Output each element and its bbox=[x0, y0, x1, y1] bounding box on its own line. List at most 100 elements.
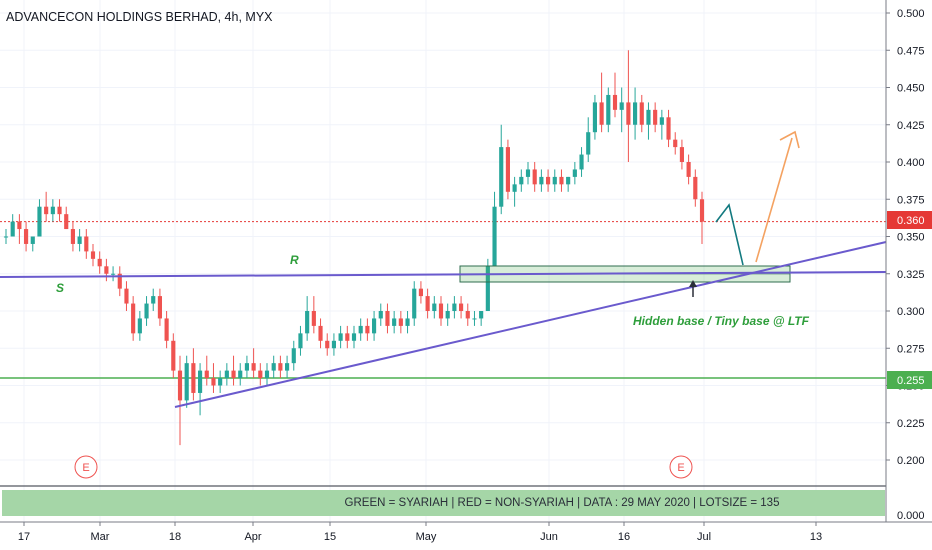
candles[interactable] bbox=[3, 50, 705, 446]
candle-body[interactable] bbox=[218, 378, 223, 386]
candle-body[interactable] bbox=[566, 176, 571, 185]
candle-body[interactable] bbox=[699, 199, 705, 222]
candle-body[interactable] bbox=[499, 147, 504, 207]
candle-body[interactable] bbox=[626, 102, 631, 125]
ascending-trendline[interactable] bbox=[174, 241, 887, 408]
candle-body[interactable] bbox=[552, 176, 557, 185]
candle-body[interactable] bbox=[512, 184, 517, 192]
support-resistance-trendline[interactable] bbox=[0, 271, 887, 278]
candle-body[interactable] bbox=[525, 169, 531, 177]
candle-body[interactable] bbox=[606, 94, 611, 125]
candle-body[interactable] bbox=[291, 348, 296, 364]
candle-body[interactable] bbox=[653, 109, 658, 125]
candle-body[interactable] bbox=[378, 311, 383, 319]
candle-body[interactable] bbox=[285, 363, 290, 371]
candle-body[interactable] bbox=[264, 370, 270, 379]
candle-body[interactable] bbox=[358, 325, 363, 334]
candle-body[interactable] bbox=[331, 340, 336, 349]
candle-body[interactable] bbox=[238, 370, 243, 379]
candle-body[interactable] bbox=[365, 325, 370, 334]
candle-body[interactable] bbox=[57, 206, 62, 215]
candle-body[interactable] bbox=[164, 318, 169, 341]
candle-body[interactable] bbox=[325, 340, 330, 349]
candle-body[interactable] bbox=[305, 311, 310, 334]
candle-body[interactable] bbox=[445, 311, 450, 319]
candle-body[interactable] bbox=[666, 117, 671, 140]
candle-body[interactable] bbox=[459, 303, 464, 311]
candle-body[interactable] bbox=[111, 273, 116, 275]
candle-body[interactable] bbox=[244, 363, 249, 371]
candle-body[interactable] bbox=[211, 378, 216, 386]
candle-body[interactable] bbox=[198, 370, 203, 393]
candle-body[interactable] bbox=[485, 266, 490, 311]
candle-body[interactable] bbox=[452, 303, 457, 311]
candle-body[interactable] bbox=[17, 221, 22, 230]
candle-body[interactable] bbox=[144, 303, 149, 319]
candle-body[interactable] bbox=[117, 273, 122, 289]
candle-body[interactable] bbox=[345, 333, 350, 341]
candle-body[interactable] bbox=[84, 236, 89, 252]
candle-body[interactable] bbox=[204, 370, 209, 379]
candle-body[interactable] bbox=[646, 109, 651, 125]
candle-body[interactable] bbox=[184, 363, 189, 401]
candle-body[interactable] bbox=[10, 221, 15, 237]
candle-body[interactable] bbox=[124, 288, 129, 304]
candle-body[interactable] bbox=[157, 296, 162, 319]
candle-body[interactable] bbox=[70, 229, 75, 244]
event-marker-circle-1[interactable] bbox=[74, 455, 98, 479]
candle-body[interactable] bbox=[432, 303, 437, 311]
candle-body[interactable] bbox=[97, 258, 102, 267]
candle-body[interactable] bbox=[539, 176, 544, 185]
candle-body[interactable] bbox=[77, 236, 82, 244]
candle-body[interactable] bbox=[693, 176, 698, 200]
candle-body[interactable] bbox=[492, 206, 497, 267]
candle-body[interactable] bbox=[465, 311, 470, 319]
candle-body[interactable] bbox=[592, 102, 597, 133]
candle-body[interactable] bbox=[479, 311, 484, 319]
candle-body[interactable] bbox=[612, 94, 618, 110]
candle-body[interactable] bbox=[599, 102, 604, 125]
candle-body[interactable] bbox=[37, 206, 42, 237]
candle-body[interactable] bbox=[90, 251, 96, 259]
candle-body[interactable] bbox=[679, 147, 684, 162]
candle-body[interactable] bbox=[318, 325, 323, 341]
candle-body[interactable] bbox=[151, 296, 156, 304]
candle-body[interactable] bbox=[251, 363, 256, 371]
candle-body[interactable] bbox=[338, 333, 343, 341]
candle-body[interactable] bbox=[438, 303, 444, 319]
candle-body[interactable] bbox=[385, 311, 390, 326]
event-marker-circle-2[interactable] bbox=[669, 455, 693, 479]
candle-body[interactable] bbox=[392, 318, 397, 326]
candle-body[interactable] bbox=[3, 236, 9, 238]
candle-body[interactable] bbox=[224, 370, 229, 379]
candle-body[interactable] bbox=[659, 117, 664, 125]
candle-body[interactable] bbox=[351, 333, 357, 341]
candle-body[interactable] bbox=[191, 363, 196, 393]
candle-body[interactable] bbox=[24, 229, 29, 244]
candle-body[interactable] bbox=[519, 176, 524, 185]
candle-body[interactable] bbox=[50, 206, 55, 215]
candle-body[interactable] bbox=[372, 318, 377, 334]
candle-body[interactable] bbox=[559, 176, 564, 185]
candle-body[interactable] bbox=[639, 102, 644, 125]
candle-body[interactable] bbox=[311, 311, 316, 326]
candle-body[interactable] bbox=[131, 303, 136, 334]
candle-body[interactable] bbox=[64, 214, 69, 230]
candle-body[interactable] bbox=[505, 147, 510, 192]
candle-body[interactable] bbox=[586, 132, 591, 155]
candle-body[interactable] bbox=[271, 363, 276, 371]
candle-body[interactable] bbox=[579, 154, 584, 170]
candle-body[interactable] bbox=[137, 318, 142, 334]
candle-body[interactable] bbox=[398, 318, 403, 326]
candle-body[interactable] bbox=[572, 169, 577, 177]
candle-body[interactable] bbox=[546, 176, 551, 185]
candle-body[interactable] bbox=[619, 102, 624, 110]
candle-body[interactable] bbox=[418, 288, 423, 297]
candle-body[interactable] bbox=[177, 370, 183, 401]
candle-body[interactable] bbox=[44, 206, 49, 215]
candle-body[interactable] bbox=[472, 318, 477, 320]
candle-body[interactable] bbox=[673, 139, 678, 148]
candle-body[interactable] bbox=[405, 318, 410, 326]
candle-body[interactable] bbox=[231, 370, 236, 379]
